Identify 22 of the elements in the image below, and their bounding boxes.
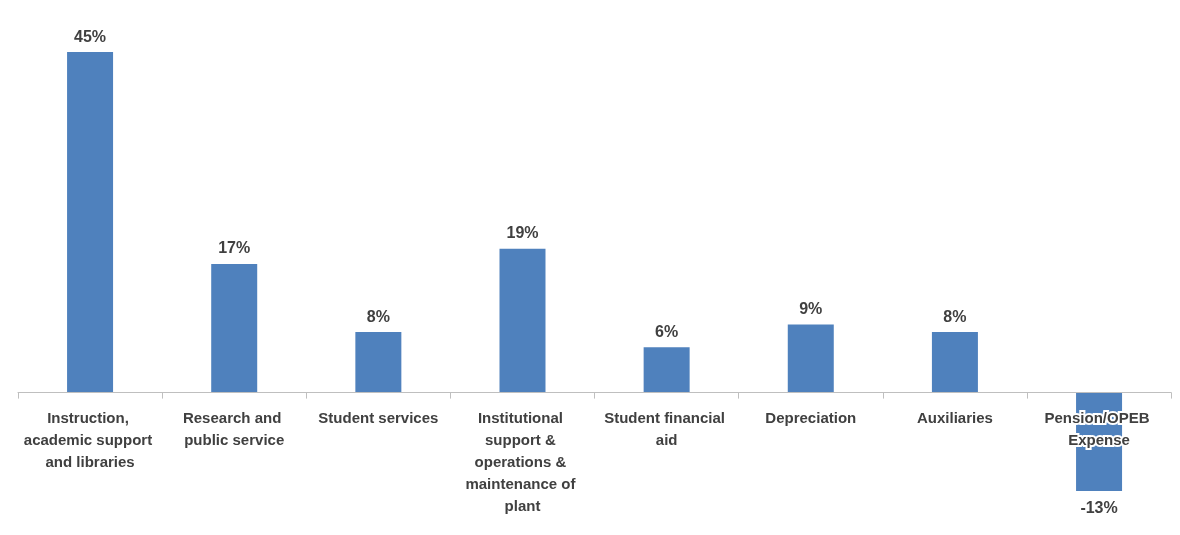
data-label: 8%: [366, 307, 390, 325]
data-label: 6%: [655, 322, 679, 340]
bar: [67, 52, 114, 393]
x-tick-label: Research and public service: [182, 409, 286, 449]
data-label: 45%: [74, 27, 107, 45]
data-label: 8%: [943, 307, 967, 325]
x-tick-label: Depreciation: [765, 409, 857, 427]
bar: [355, 332, 402, 393]
bar: [787, 324, 834, 393]
x-tick-label: Institutional support & operations & maintenance of plant: [465, 409, 580, 515]
x-tick-label: Auxiliaries: [916, 409, 993, 427]
bar: [499, 248, 546, 393]
x-tick-label: Student services: [318, 409, 439, 427]
x-tick-label: Student financial aid: [604, 409, 730, 449]
bar: [211, 263, 258, 393]
bar: [643, 347, 690, 393]
data-label: -13%: [1080, 498, 1118, 516]
data-label: 9%: [799, 299, 823, 317]
data-label: 17%: [218, 239, 251, 257]
bar: [931, 332, 978, 393]
data-label: 19%: [506, 224, 539, 242]
x-tick-label: Instruction, academic support and libraries: [23, 409, 157, 471]
